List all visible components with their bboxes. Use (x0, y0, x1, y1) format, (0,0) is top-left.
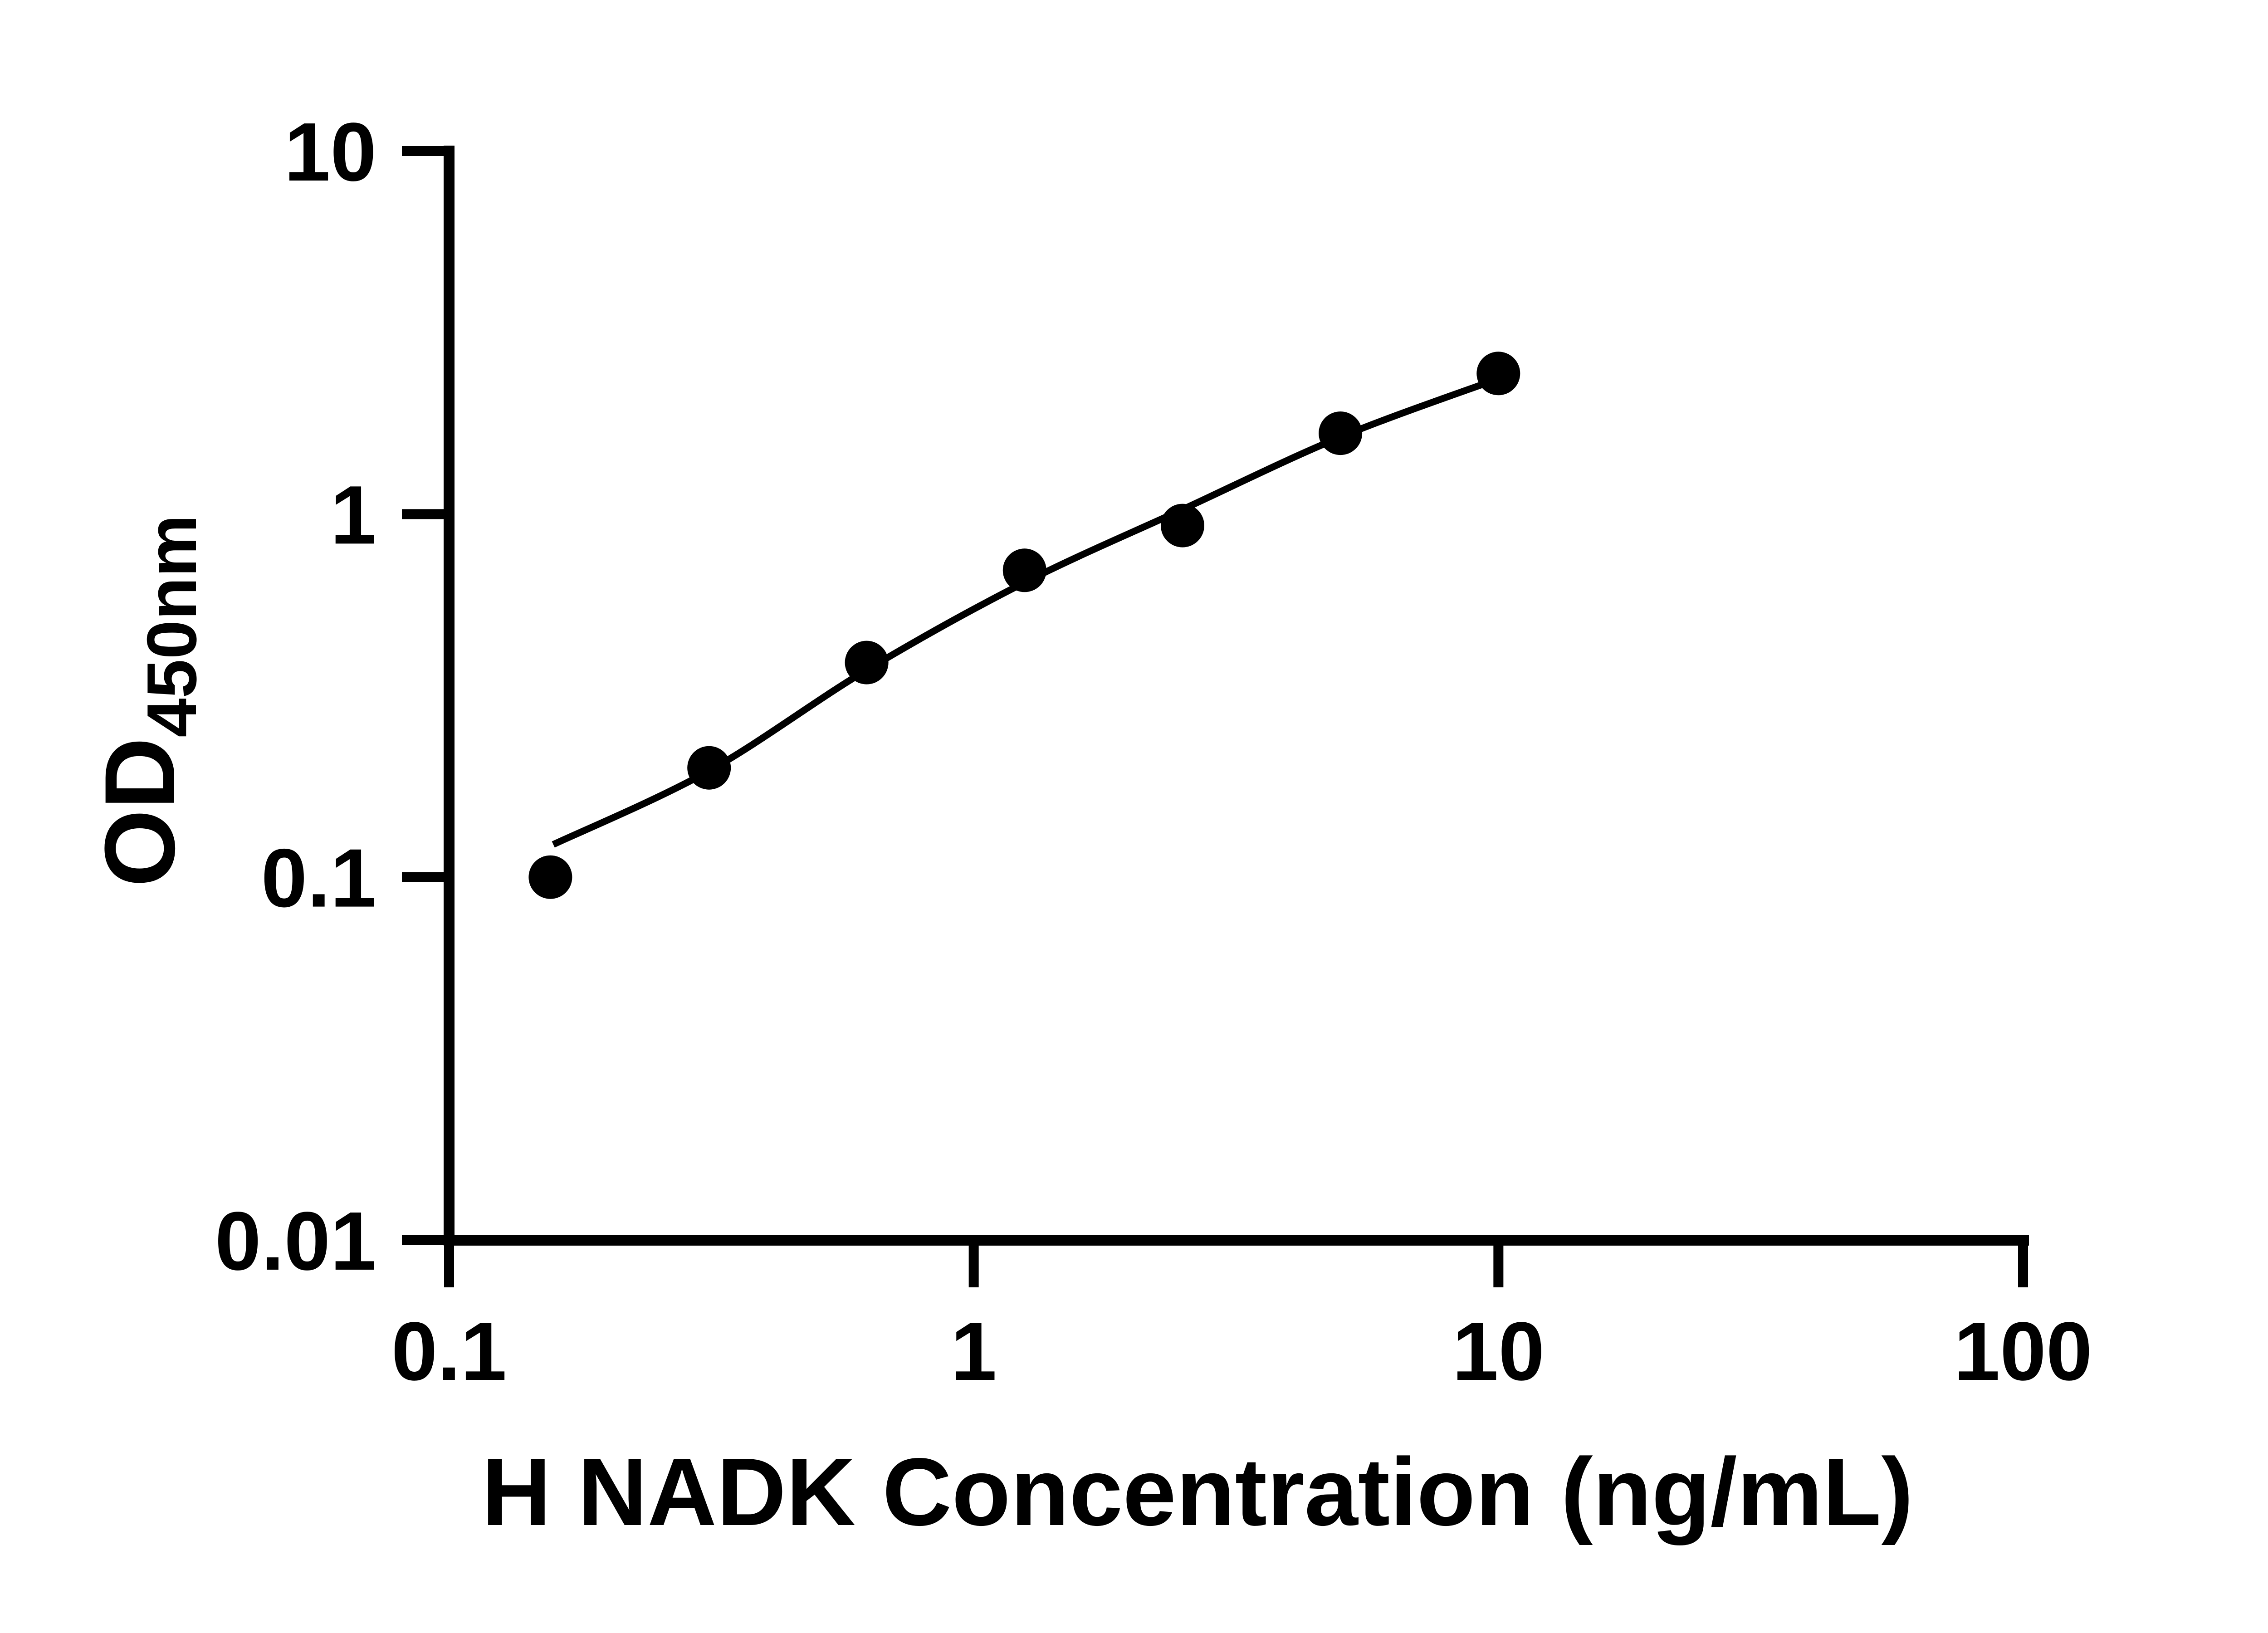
x-axis-title: H NADK Concentration (ng/mL) (482, 1438, 1913, 1545)
y-tick-label: 0.01 (215, 1194, 376, 1287)
x-tick-label: 0.1 (391, 1305, 507, 1398)
y-axis-title-subscript: 450nm (132, 514, 211, 737)
data-point (845, 640, 889, 684)
data-point (1161, 504, 1204, 548)
data-point (1476, 352, 1520, 396)
x-tick-label: 10 (1452, 1305, 1545, 1398)
y-axis-title: OD450nm (84, 514, 211, 887)
y-tick-label: 1 (330, 468, 376, 561)
y-axis-title-main: OD (84, 738, 196, 887)
y-tick-label: 10 (284, 105, 376, 198)
data-point (1319, 411, 1363, 455)
y-tick-label: 0.1 (261, 831, 376, 924)
data-point (528, 855, 572, 899)
data-point (1002, 548, 1046, 592)
x-tick-label: 1 (951, 1305, 997, 1398)
data-point (687, 746, 731, 790)
x-tick-label: 100 (1954, 1305, 2092, 1398)
